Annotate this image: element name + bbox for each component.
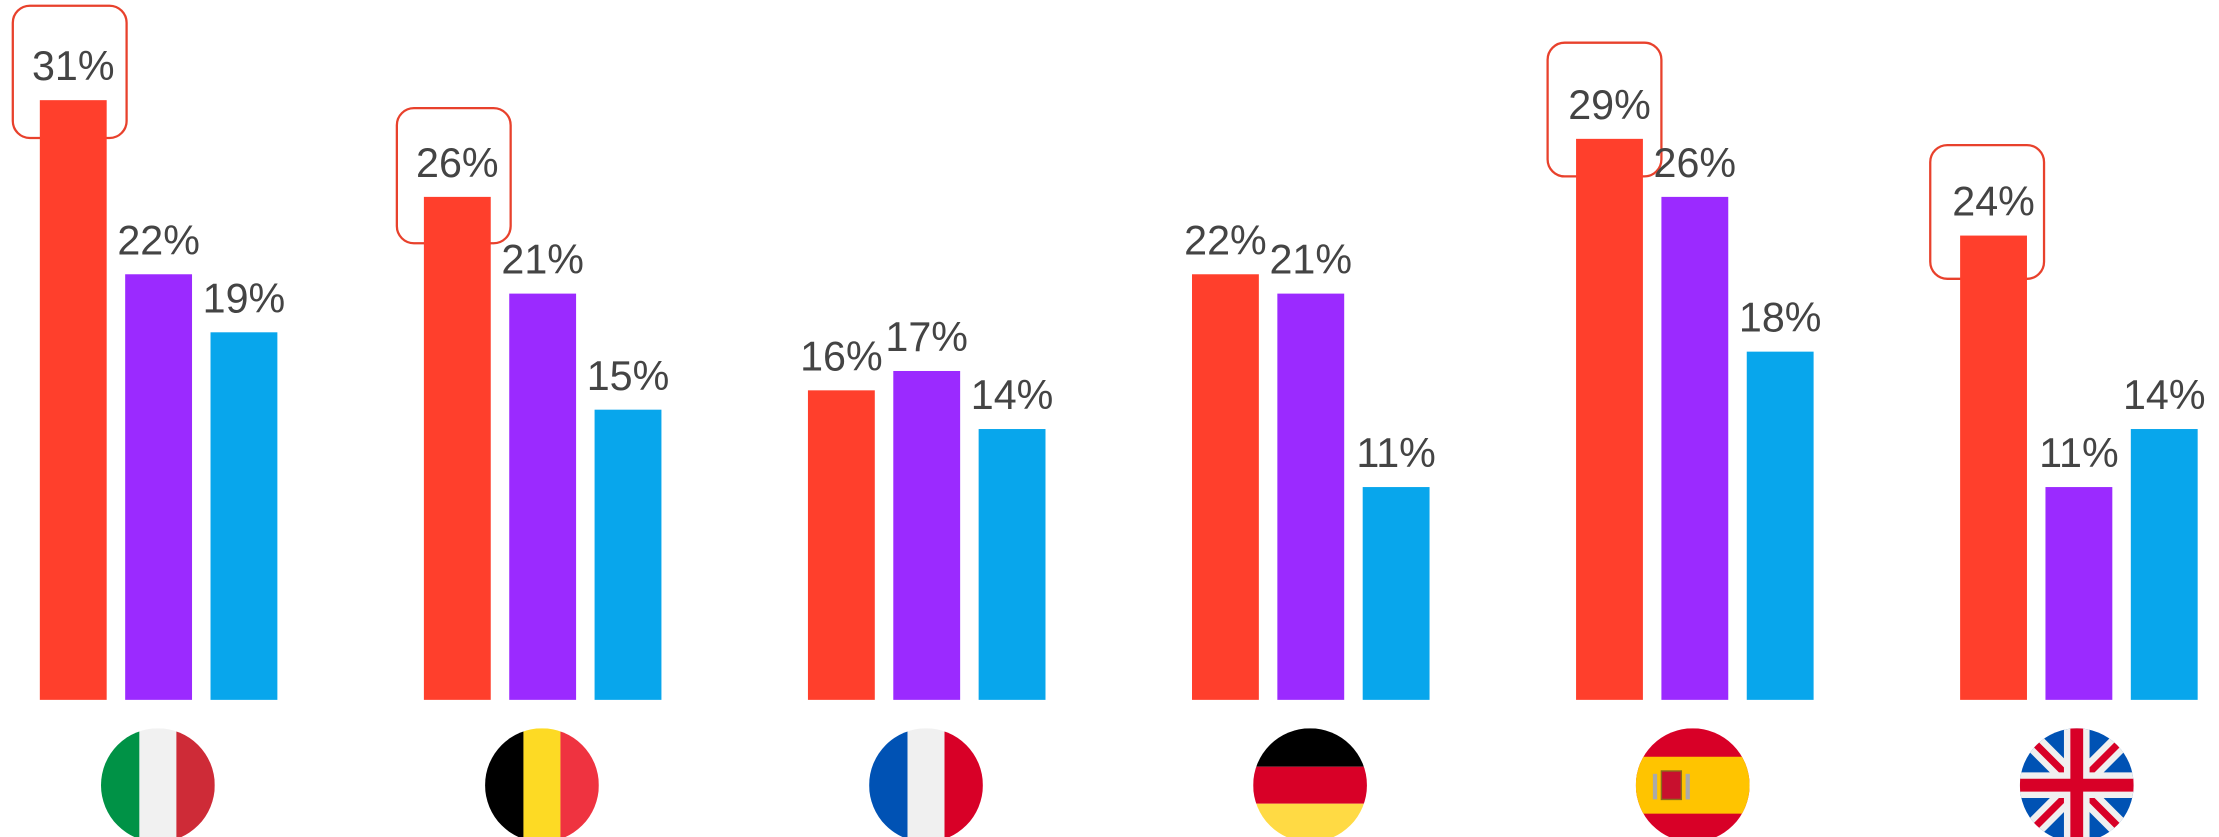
bar <box>2130 429 2198 700</box>
value-label: 16% <box>800 333 883 379</box>
value-label: 15% <box>587 353 670 399</box>
bar <box>1960 235 2027 700</box>
bar <box>39 100 107 700</box>
value-label: 31% <box>32 43 115 89</box>
bar <box>1746 351 1814 700</box>
bar <box>2045 487 2113 700</box>
value-label: 26% <box>1654 140 1737 186</box>
value-label: 14% <box>971 372 1054 418</box>
bar <box>210 332 278 700</box>
value-label: 21% <box>501 237 584 283</box>
bar <box>423 196 491 700</box>
value-label: 24% <box>1952 179 2035 225</box>
value-label: 26% <box>416 140 499 186</box>
bar <box>1362 487 1430 700</box>
value-label: 22% <box>1184 217 1267 263</box>
value-label: 18% <box>1739 295 1822 341</box>
bar <box>509 293 577 700</box>
bar <box>978 429 1046 700</box>
bar <box>125 274 193 700</box>
flag-belgium <box>485 728 599 837</box>
value-label: 29% <box>1568 82 1651 128</box>
flag-italy <box>100 728 215 837</box>
bar <box>893 370 961 700</box>
bar <box>594 409 662 700</box>
flag-spain <box>1635 728 1750 837</box>
flag-france <box>869 728 983 837</box>
bar <box>1661 196 1729 700</box>
value-label: 14% <box>2123 372 2206 418</box>
value-label: 19% <box>203 275 286 321</box>
bar <box>1576 138 1643 700</box>
value-label: 17% <box>885 314 968 360</box>
value-label: 11% <box>2039 430 2119 476</box>
flag-uk <box>2019 728 2134 837</box>
bar <box>1192 274 1259 700</box>
value-label: 11% <box>1356 430 1436 476</box>
bar <box>807 390 875 700</box>
value-label: 21% <box>1269 237 1352 283</box>
value-label: 22% <box>117 217 200 263</box>
bar <box>1277 293 1345 700</box>
highlight-boxes <box>11 4 2046 280</box>
flag-germany <box>1253 728 1367 837</box>
